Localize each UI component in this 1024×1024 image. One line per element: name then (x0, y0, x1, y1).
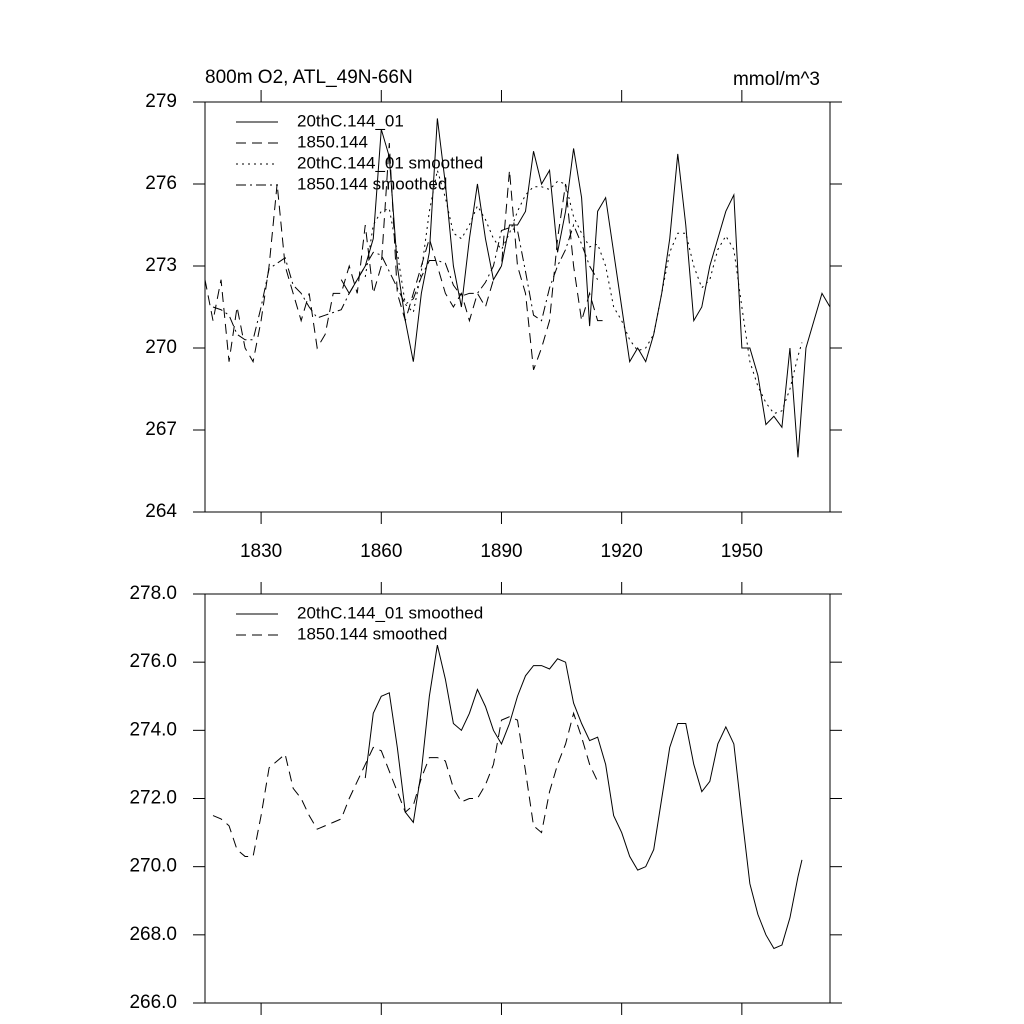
x-tick-label: 1860 (360, 541, 402, 562)
legend-label: 20thC.144_01 (297, 111, 404, 130)
legend-label: 1850.144 smoothed (297, 624, 447, 643)
y-tick-label: 270.0 (129, 856, 177, 877)
data-line (364, 170, 803, 415)
legend-label: 1850.144 smoothed (297, 174, 447, 193)
x-tick-label: 1890 (480, 541, 522, 562)
legend-label: 1850.144 (297, 132, 368, 151)
y-tick-label: 279 (145, 91, 177, 112)
chart-title: 800m O2, ATL_49N-66N (205, 67, 413, 88)
y-tick-label: 270 (145, 337, 177, 358)
legend-label: 20thC.144_01 smoothed (297, 603, 483, 622)
legend-label: 20thC.144_01 smoothed (297, 153, 483, 172)
y-tick-label: 272.0 (129, 788, 177, 809)
y-tick-label: 268.0 (129, 924, 177, 945)
y-tick-label: 273 (145, 255, 177, 276)
plot-frame (204, 593, 831, 1004)
data-line (212, 223, 599, 341)
y-tick-label: 276.0 (129, 651, 177, 672)
x-tick-label: 1950 (721, 541, 763, 562)
data-line (204, 142, 606, 371)
y-tick-label: 278.0 (129, 583, 177, 604)
y-tick-label: 274.0 (129, 719, 177, 740)
y-tick-label: 267 (145, 419, 177, 440)
data-line (212, 711, 599, 857)
x-tick-label: 1830 (240, 541, 282, 562)
y-tick-label: 276 (145, 173, 177, 194)
data-line (340, 118, 831, 458)
y-tick-label: 264 (145, 501, 177, 522)
units-label: mmol/m^3 (733, 69, 820, 90)
x-tick-label: 1920 (601, 541, 643, 562)
y-tick-label: 266.0 (129, 992, 177, 1013)
data-line (364, 645, 803, 950)
